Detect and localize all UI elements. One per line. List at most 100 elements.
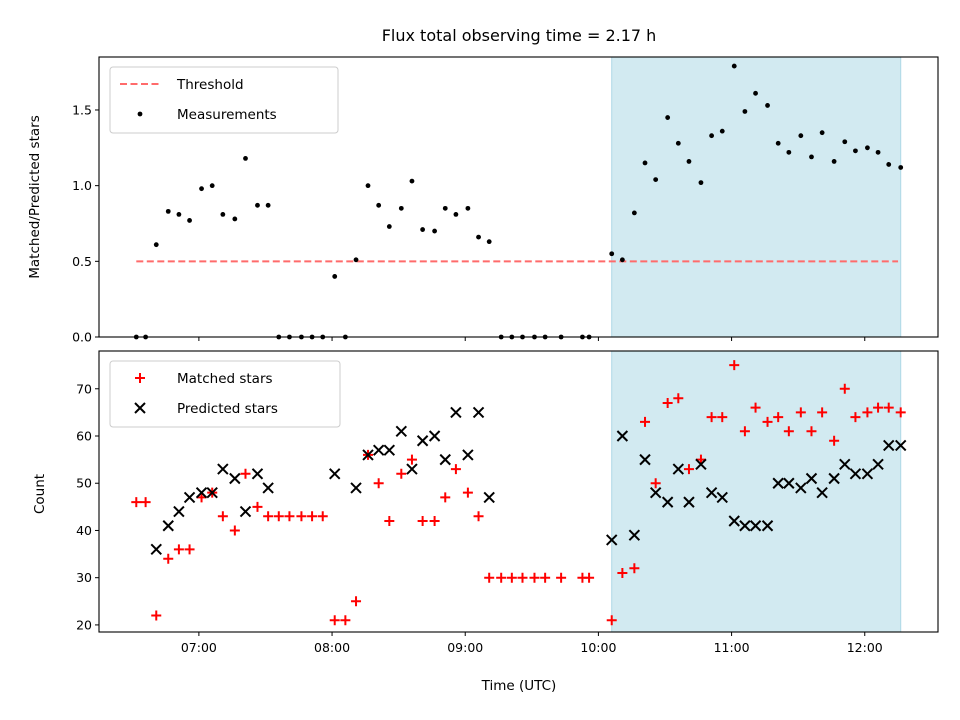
matched-star-point [273,511,284,522]
matched-star-point [317,511,328,522]
matched-star-point [795,407,806,418]
predicted-star-point [329,468,341,480]
x-tick-label: 11:00 [714,640,750,655]
y-tick-label: 1.5 [72,102,92,117]
matched-star-point [263,511,274,522]
matched-star-point [883,402,894,413]
measurement-point [398,205,404,211]
matched-star-point [617,567,628,578]
matched-star-point [506,572,517,583]
axes-frame [98,350,939,633]
legend-label: Predicted stars [177,401,278,417]
matched-star-point [839,383,850,394]
matched-star-point [384,516,395,527]
matched-star-point [717,412,728,423]
y-tick-label: 70 [76,381,92,396]
measurement-point [465,205,471,211]
predicted-star-point [462,449,474,461]
panel-counts: 20 30 40 50 60 70 07:00 08:00 09:00 10:00 11:00 12:… [76,350,939,655]
measurement-point [619,257,625,263]
measurement-point [199,186,204,192]
measurement-point [631,210,637,216]
measurement-point [775,140,781,146]
measurement-point [165,208,171,214]
matched-star-point [496,572,507,583]
measurement-point [875,149,881,155]
measurement-point [265,202,271,208]
matched-star-point [762,416,773,427]
chart-title: Flux total observing time = 2.17 h [382,26,657,45]
predicted-star-point [716,491,728,504]
measurement-point [698,180,704,186]
predicted-star-point [416,435,429,447]
matched-star-point [773,412,784,423]
predicted-star-point [439,453,451,466]
measurement-point [486,239,492,245]
legend-label: Measurements [177,107,277,123]
predicted-star-point [649,486,662,499]
matched-star-point [307,511,318,522]
matched-star-point [252,501,263,512]
matched-star-point [629,563,640,574]
legend: Threshold Measurements [109,66,339,134]
measurement-point [232,216,238,222]
predicted-star-point [661,496,674,508]
matched-star-point [517,572,528,583]
predicted-star-point [150,543,162,556]
legend-label: Threshold [176,77,244,93]
measurement-point [432,228,437,234]
measurement-point [609,251,615,257]
matched-star-point [540,572,551,583]
measurement-point [886,162,892,167]
y-tick-label: 40 [76,523,92,538]
matched-star-point [683,464,694,475]
measurement-point [675,140,681,146]
matched-star-point [373,478,384,489]
x-tick-label: 08:00 [314,640,350,655]
predicted-star-point [162,520,174,532]
legend-box [109,66,339,134]
matched-star-point [806,426,817,437]
predicted-star-point [639,453,651,466]
matched-star-point [706,412,717,423]
predicted-star-point [772,477,784,489]
predicted-star-point [872,458,884,471]
predicted-star-point [350,482,362,494]
predicted-star-point [683,496,695,508]
matched-star-point [440,492,451,503]
predicted-star-point [372,444,385,456]
x-tick-label: 12:00 [847,640,883,655]
matched-star-point [406,454,417,465]
matched-star-point [640,416,651,427]
matched-star-point [783,426,794,437]
measurement-point [865,145,870,151]
matched-star-point [462,487,473,498]
measurement-point [220,212,226,217]
predicted-star-point [362,449,374,461]
predicted-star-point [783,477,795,489]
predicted-star-point [705,486,718,499]
predicted-star-point [795,482,807,494]
measurement-point [653,177,659,182]
matched-star-point [284,511,295,522]
matched-star-point [217,511,228,522]
measurement-point [798,133,804,139]
measurement-point [255,202,260,208]
matched-star-point [750,402,761,413]
y-tick-label: 20 [76,617,92,632]
x-axis-label: Time (UTC) [481,678,557,694]
predicted-star-point [828,472,840,485]
legend-matched-swatch [135,373,145,383]
matched-star-point [396,468,407,479]
predicted-star-point [728,515,740,527]
predicted-star-point [616,430,629,442]
measurement-point [476,234,481,240]
predicted-star-point [472,406,485,419]
matched-star-point [895,407,906,418]
measurement-point [176,212,182,217]
predicted-star-point [849,468,862,480]
y-tick-label: 30 [76,570,92,585]
measurement-point [209,183,215,189]
measurement-point [765,103,770,108]
measurement-point [819,130,825,136]
